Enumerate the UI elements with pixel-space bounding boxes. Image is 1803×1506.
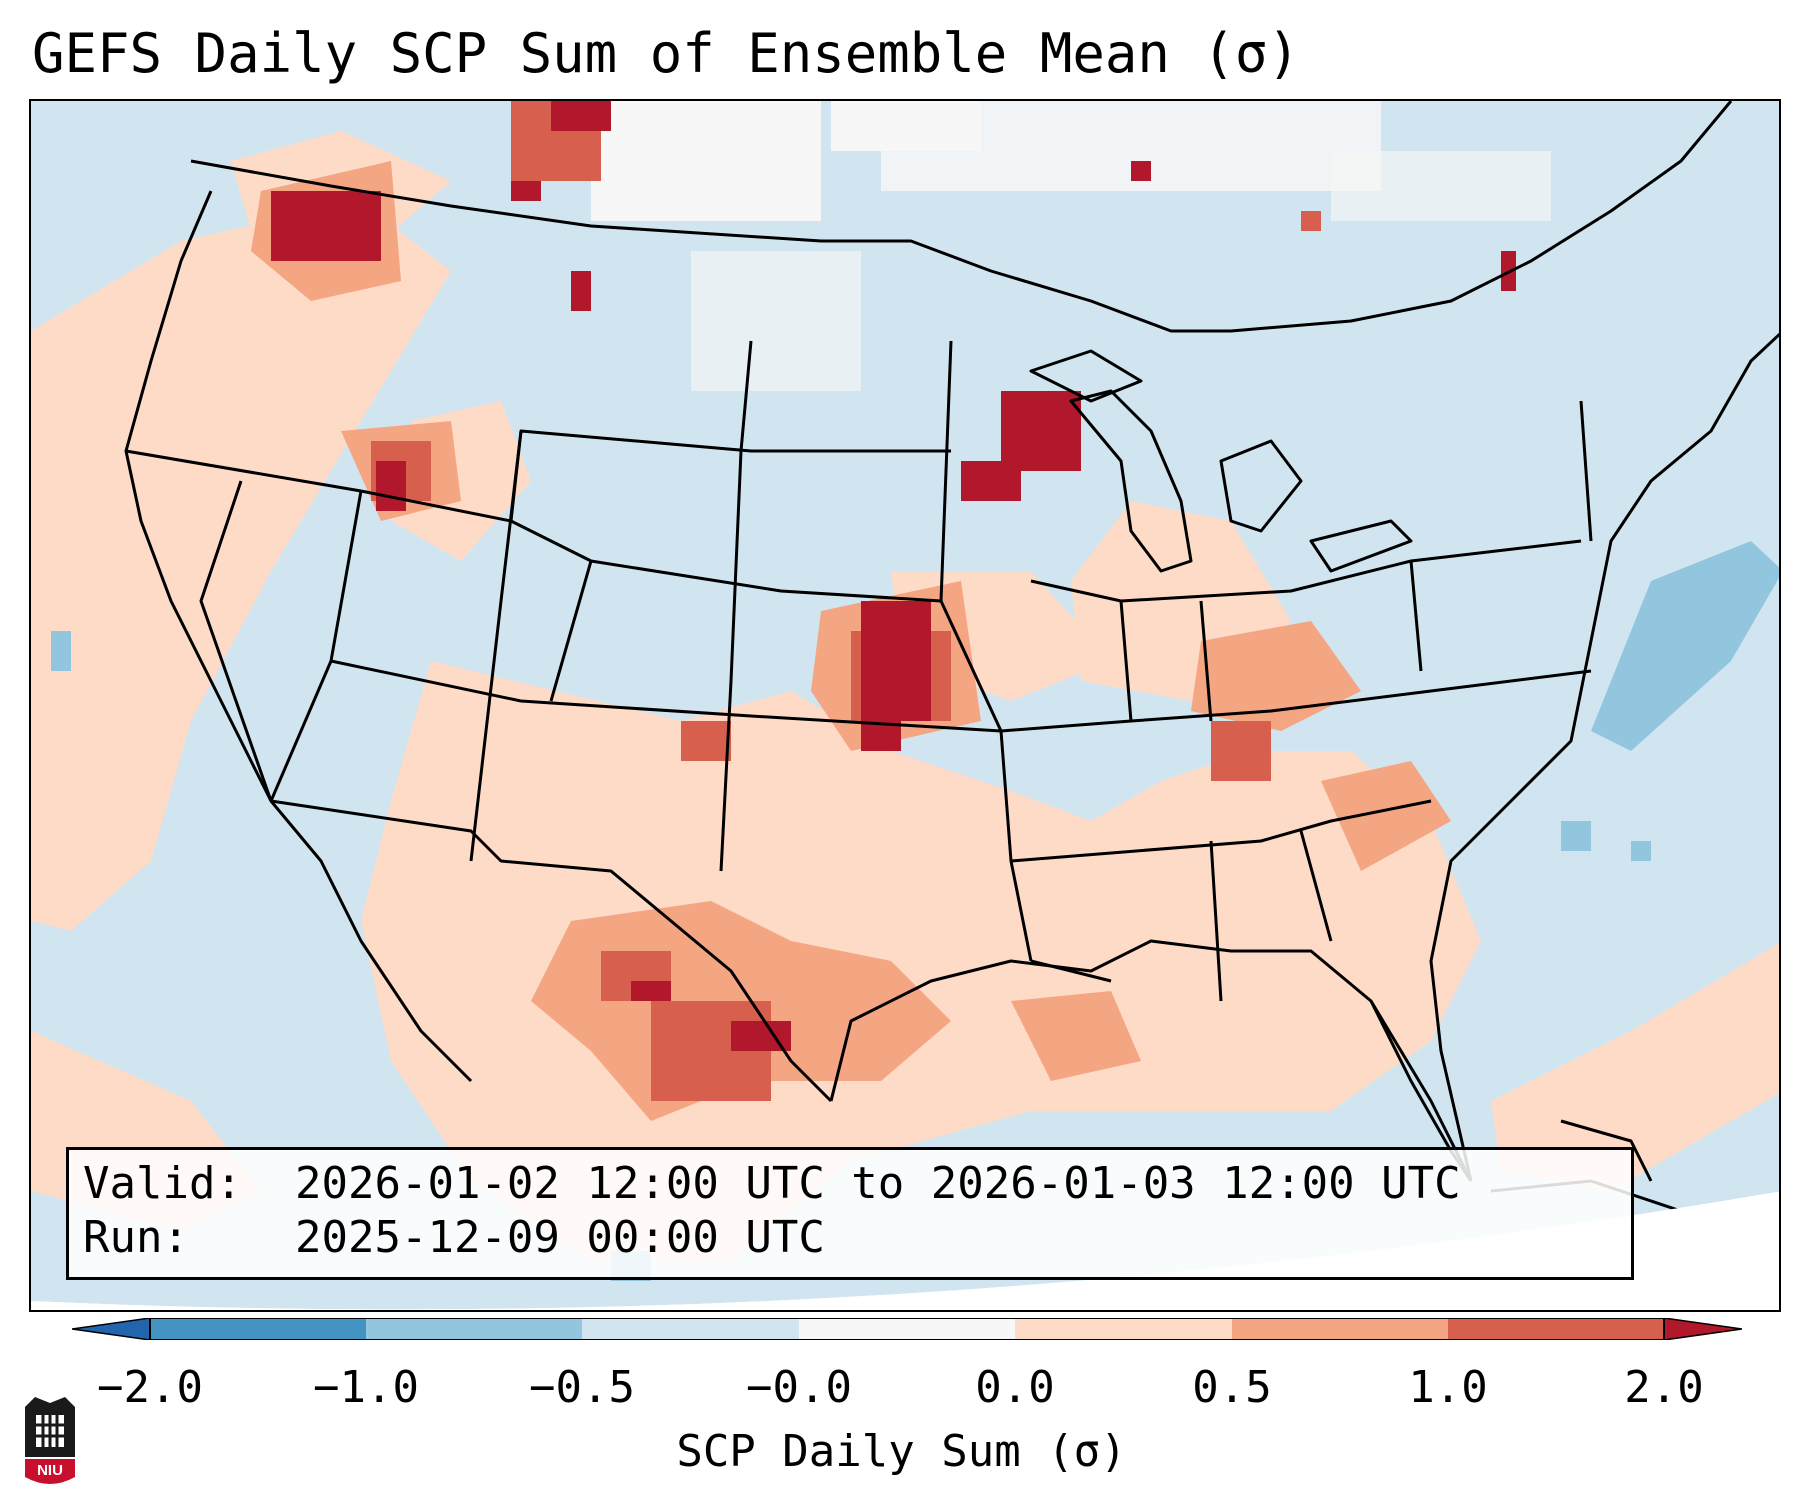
tick-label: 2.0 [1624, 1362, 1704, 1413]
colorbar-label: SCP Daily Sum (σ) [676, 1426, 1127, 1477]
max-red-cells [271, 101, 1516, 1051]
neutral-cells [591, 101, 1551, 391]
colorbar-seg-2 [582, 1318, 799, 1340]
info-box: Valid: 2026-01-02 12:00 UTC to 2026-01-0… [66, 1147, 1634, 1280]
run-value: 2025-12-09 00:00 UTC [295, 1212, 825, 1263]
map-panel[interactable] [29, 99, 1781, 1312]
colorbar-over [1663, 1318, 1742, 1340]
colorbar [72, 1318, 1742, 1340]
colorbar-seg-3 [799, 1318, 1015, 1340]
colorbar-seg-5 [1232, 1318, 1448, 1340]
colorbar-ticks: −2.0 −1.0 −0.5 −0.0 0.0 0.5 1.0 2.0 [0, 1362, 1803, 1422]
tick-label: −1.0 [313, 1362, 419, 1413]
domain-corner [31, 1191, 1779, 1310]
valid-label: Valid: [83, 1158, 242, 1209]
colorbar-seg-4 [1015, 1318, 1232, 1340]
colorbar-under [72, 1318, 151, 1340]
tick-label: 0.5 [1192, 1362, 1272, 1413]
valid-row: Valid: 2026-01-02 12:00 UTC to 2026-01-0… [83, 1157, 1617, 1211]
tick-label: 1.0 [1408, 1362, 1488, 1413]
colorbar-seg-0 [150, 1318, 366, 1340]
colorbar-seg-6 [1448, 1318, 1664, 1340]
tick-label: −0.5 [529, 1362, 635, 1413]
valid-value: 2026-01-02 12:00 UTC to 2026-01-03 12:00… [295, 1158, 1461, 1209]
map-canvas [31, 101, 1779, 1310]
map-title: GEFS Daily SCP Sum of Ensemble Mean (σ) [32, 22, 1300, 85]
tick-label: −0.0 [746, 1362, 852, 1413]
niu-logo-icon: NIU [25, 1397, 75, 1484]
colorbar-seg-1 [366, 1318, 582, 1340]
tick-label: −2.0 [97, 1362, 203, 1413]
run-label: Run: [83, 1212, 189, 1263]
run-row: Run: 2025-12-09 00:00 UTC [83, 1211, 1617, 1265]
logo-text: NIU [37, 1462, 63, 1479]
tick-label: 0.0 [975, 1362, 1055, 1413]
